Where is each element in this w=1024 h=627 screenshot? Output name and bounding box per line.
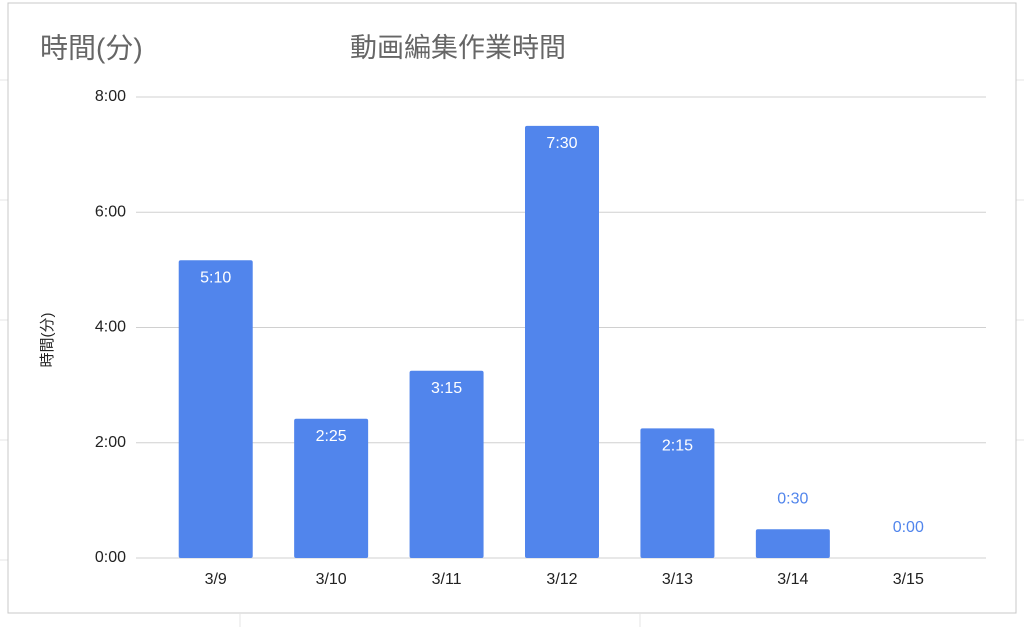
bar xyxy=(525,125,599,558)
data-label: 5:10 xyxy=(200,269,231,286)
x-tick-label: 3/10 xyxy=(316,571,347,588)
bar xyxy=(409,370,484,558)
bar xyxy=(178,260,253,558)
data-label: 0:00 xyxy=(893,519,924,536)
y-tick-label: 6:00 xyxy=(95,203,126,220)
y-tick-label: 0:00 xyxy=(95,549,126,566)
x-tick-label: 3/9 xyxy=(205,571,227,588)
chart-frame xyxy=(7,2,1017,614)
data-label: 0:30 xyxy=(777,490,808,507)
data-label: 3:15 xyxy=(431,380,462,397)
x-tick-label: 3/15 xyxy=(893,571,924,588)
y-tick-label: 2:00 xyxy=(95,434,126,451)
y-axis-label: 時間(分) xyxy=(39,313,56,368)
x-tick-label: 3/11 xyxy=(432,571,462,588)
data-label: 2:15 xyxy=(662,438,693,455)
chart-title: 動画編集作業時間 xyxy=(350,33,566,63)
bar xyxy=(294,418,369,558)
data-label: 7:30 xyxy=(546,135,577,152)
data-label: 2:25 xyxy=(316,428,347,445)
sheet-lines xyxy=(0,79,1024,627)
y-tick-label: 4:00 xyxy=(95,319,126,336)
x-tick-label: 3/12 xyxy=(546,571,577,588)
x-tick-label: 3/14 xyxy=(777,571,808,588)
x-tick-label: 3/13 xyxy=(662,571,693,588)
y-tick-label: 8:00 xyxy=(95,88,126,105)
bar xyxy=(640,428,715,558)
annotation: 時間(分) xyxy=(40,32,143,63)
bar xyxy=(755,529,830,558)
